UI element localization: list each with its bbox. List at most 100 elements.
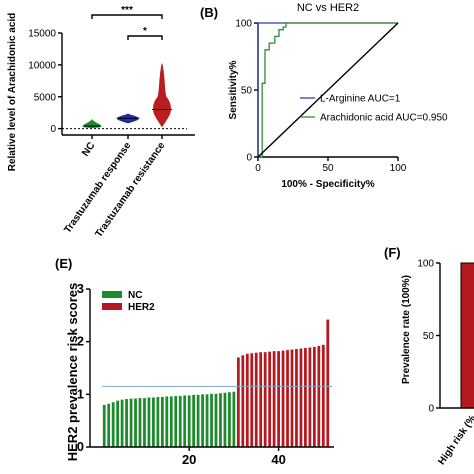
reference-diagonal-line <box>257 22 399 158</box>
bar-her2 <box>312 346 316 447</box>
bar-nc <box>232 391 236 447</box>
bar-nc <box>219 393 222 447</box>
x-axis-label: 100% - Specificity% <box>281 179 374 190</box>
legend-entry: NC <box>128 290 142 301</box>
bar-nc <box>178 395 182 447</box>
bar-her2 <box>321 344 325 447</box>
y-tick-label: 10000 <box>28 60 56 71</box>
bar-her2 <box>250 353 254 447</box>
bar-nc <box>192 394 196 447</box>
y-tick-label: 5000 <box>34 92 57 103</box>
legend-entry: HER2 <box>128 302 155 313</box>
bar-nc <box>134 398 137 447</box>
significance-bracket <box>91 14 163 19</box>
bar-nc <box>214 393 218 447</box>
bar-her2 <box>281 350 285 447</box>
y-tick-label: 0 <box>428 404 434 415</box>
significance-label: * <box>143 26 147 37</box>
chart-title: NC vs HER2 <box>297 2 359 14</box>
bar-nc <box>116 400 120 447</box>
bar-nc <box>129 398 133 447</box>
bar-her2 <box>304 347 307 447</box>
x-tick-label: NC <box>80 140 97 158</box>
x-tick-label: Trastuzamab response <box>62 140 133 235</box>
bar-her2 <box>254 352 258 447</box>
bar-her2 <box>299 348 303 447</box>
x-tick-label: 0 <box>255 163 261 174</box>
y-tick-label: 1 <box>77 386 84 401</box>
bar-her2 <box>326 319 330 447</box>
bar-nc <box>205 394 209 447</box>
violin-plot-panel: 0 5000 10000 15000 Relative level of Arachid… <box>7 5 195 240</box>
y-axis-label: HER2 prevalence risk scores <box>65 283 80 462</box>
panel-label: (F) <box>384 245 401 260</box>
bar-nc <box>120 399 124 447</box>
series-line-1 <box>258 22 398 158</box>
bar-nc <box>125 399 128 447</box>
roc-curve-panel: (B) NC vs HER2 00 50 50 100 100 Sensitivity% 100… <box>200 2 448 190</box>
y-axis-label: Sensitivity% <box>228 60 239 119</box>
x-tick-label: 100 <box>390 163 407 174</box>
legend-entry: Arachidonic acid AUC=0.950 <box>320 113 448 124</box>
x-tick-label: High risk (% <box>436 413 474 467</box>
bar-her2 <box>241 355 245 447</box>
significance-bracket <box>127 35 163 40</box>
y-tick-label: 15000 <box>28 29 56 40</box>
violin-2 <box>152 63 172 128</box>
bar-her2 <box>245 353 249 447</box>
bar-nc <box>183 395 187 447</box>
bar-her2 <box>286 350 289 447</box>
bar-nc <box>174 395 178 447</box>
bar-her2 <box>295 349 298 447</box>
y-tick-label: 0 <box>77 439 84 454</box>
bar-nc <box>152 397 155 447</box>
bar-nc <box>147 397 151 447</box>
y-tick-label: 2 <box>77 334 84 349</box>
bar-her2 <box>277 351 280 447</box>
bar-nc <box>210 393 213 447</box>
bar-high-risk <box>460 262 474 409</box>
x-tick-label: 50 <box>322 163 334 174</box>
legend-swatch <box>102 303 122 310</box>
y-tick-label: 50 <box>241 86 253 97</box>
bar-her2 <box>263 352 267 447</box>
bar-nc <box>160 396 164 447</box>
bar-nc <box>187 395 191 447</box>
bar-nc <box>228 392 231 447</box>
x-tick-label: 40 <box>271 452 285 467</box>
bar-her2 <box>259 352 263 447</box>
panel-label: (E) <box>55 256 72 271</box>
x-tick-label: 20 <box>182 452 196 467</box>
bar-nc <box>102 404 106 447</box>
bar-her2 <box>317 345 321 447</box>
risk-score-bar-panel: (E) 0 1 2 3 20 40 HER2 prevalence risk scores NC… <box>55 256 334 467</box>
prevalence-rate-panel: (F) 0 50 100 Prevalence rate (100%) High risk… <box>384 245 474 467</box>
y-axis-label: Prevalence rate (100%) <box>401 275 412 384</box>
significance-label: *** <box>121 5 133 16</box>
y-tick-label: 100 <box>417 259 434 270</box>
legend-swatch <box>102 291 122 298</box>
panel-label: (B) <box>200 5 218 20</box>
bar-her2 <box>272 351 276 447</box>
bar-nc <box>107 403 111 447</box>
bar-her2 <box>236 357 240 447</box>
y-tick-label: 100 <box>235 19 252 30</box>
bar-nc <box>169 396 173 447</box>
y-tick-label: 50 <box>423 331 435 342</box>
bar-nc <box>138 398 142 447</box>
y-axis-label: Relative level of Arachidonic acid <box>7 13 18 172</box>
y-tick-label: 3 <box>77 281 84 296</box>
y-tick-label: 0 <box>246 153 252 164</box>
bar-her2 <box>290 349 294 447</box>
y-tick-label: 0 <box>50 124 56 135</box>
legend-entry: L-Arginine AUC=1 <box>320 94 401 105</box>
bar-nc <box>223 392 227 447</box>
bar-her2 <box>268 351 272 447</box>
bar-nc <box>143 398 146 447</box>
x-tick-label: Trastuzamab resistance <box>93 140 167 240</box>
bar-nc <box>111 402 115 447</box>
bar-her2 <box>308 347 312 447</box>
bar-nc <box>165 396 169 447</box>
bar-nc <box>201 394 204 447</box>
